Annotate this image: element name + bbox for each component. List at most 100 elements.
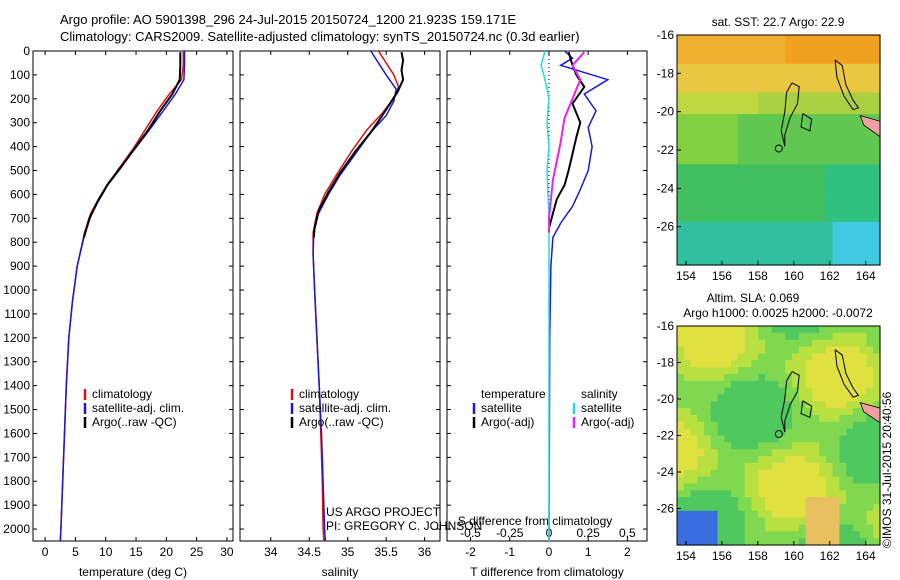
series-temperature-argo-adj- bbox=[548, 51, 586, 229]
heatmap-cell bbox=[805, 353, 813, 361]
heatmap-cell bbox=[737, 229, 746, 237]
heatmap-cell bbox=[677, 42, 685, 50]
heatmap-cell bbox=[866, 214, 874, 223]
heatmap-cell bbox=[758, 78, 766, 86]
heatmap-cell bbox=[731, 415, 739, 423]
heatmap-cell bbox=[812, 476, 820, 484]
heatmap-cell bbox=[690, 449, 698, 457]
heatmap-cell bbox=[839, 367, 847, 375]
heatmap-cell bbox=[677, 207, 685, 216]
heatmap-cell bbox=[704, 510, 712, 519]
heatmap-cell bbox=[792, 483, 800, 491]
heatmap-cell bbox=[683, 380, 692, 389]
heatmap-cell bbox=[812, 449, 820, 457]
heatmap-cell bbox=[751, 360, 759, 368]
heatmap-cell bbox=[717, 214, 725, 223]
heatmap-cell bbox=[704, 346, 712, 354]
heatmap-cell bbox=[839, 221, 847, 230]
heatmap-cell bbox=[710, 70, 719, 79]
heatmap-cell bbox=[717, 157, 725, 165]
x-tick-label: 30 bbox=[220, 545, 234, 559]
heatmap-cell bbox=[710, 517, 719, 525]
heatmap-cell bbox=[859, 178, 868, 187]
heatmap-cell bbox=[710, 178, 719, 187]
heatmap-cell bbox=[737, 435, 746, 443]
panel-3-frame bbox=[446, 50, 648, 542]
heatmap-cell bbox=[717, 476, 725, 484]
heatmap-cell bbox=[859, 236, 868, 245]
heatmap-cell bbox=[697, 538, 705, 546]
heatmap-cell bbox=[758, 99, 766, 108]
heatmap-cell bbox=[846, 415, 854, 423]
heatmap-cell bbox=[737, 394, 746, 402]
heatmap-cell bbox=[724, 257, 732, 266]
heatmap-cell bbox=[704, 92, 712, 101]
heatmap-cell bbox=[724, 243, 732, 252]
heatmap-cell bbox=[812, 483, 820, 491]
heatmap-cell bbox=[852, 157, 861, 165]
heatmap-cell bbox=[677, 449, 685, 457]
heatmap-cell bbox=[697, 435, 705, 443]
heatmap-cell bbox=[852, 442, 861, 450]
heatmap-cell bbox=[751, 128, 759, 137]
heatmap-cell bbox=[724, 236, 732, 245]
heatmap-cell bbox=[785, 164, 793, 173]
heatmap-cell bbox=[866, 476, 874, 484]
heatmap-cell bbox=[839, 326, 847, 334]
heatmap-cell bbox=[765, 236, 773, 245]
map-x-tick-label: 162 bbox=[820, 549, 840, 563]
heatmap-cell bbox=[873, 428, 881, 437]
heatmap-cell bbox=[765, 387, 773, 395]
heatmap-cell bbox=[697, 257, 705, 266]
heatmap-cell bbox=[697, 517, 705, 525]
heatmap-cell bbox=[866, 497, 874, 505]
heatmap-cell bbox=[778, 70, 786, 79]
heatmap-cell bbox=[778, 185, 786, 194]
heatmap-cell bbox=[724, 35, 732, 43]
argo-position-marker bbox=[774, 144, 783, 153]
heatmap-cell bbox=[744, 408, 753, 416]
heatmap-cell bbox=[697, 510, 705, 519]
heatmap-cell bbox=[737, 56, 746, 65]
heatmap-cell bbox=[744, 339, 753, 348]
heatmap-cell bbox=[751, 387, 759, 395]
heatmap-cell bbox=[765, 380, 773, 389]
heatmap-cell bbox=[859, 193, 868, 201]
heatmap-cell bbox=[873, 164, 881, 173]
heatmap-cell bbox=[805, 200, 813, 209]
heatmap-cell bbox=[704, 128, 712, 137]
heatmap-cell bbox=[683, 128, 692, 137]
heatmap-cell bbox=[731, 401, 739, 409]
heatmap-cell bbox=[744, 171, 753, 180]
heatmap-cell bbox=[690, 435, 698, 443]
heatmap-cell bbox=[792, 200, 800, 209]
heatmap-cell bbox=[812, 150, 820, 158]
heatmap-cell bbox=[683, 114, 692, 122]
heatmap-cell bbox=[704, 421, 712, 430]
heatmap-cell bbox=[737, 326, 746, 334]
heatmap-cell bbox=[677, 128, 685, 137]
heatmap-cell bbox=[697, 449, 705, 457]
map-x-tick-label: 156 bbox=[712, 549, 732, 563]
heatmap-cell bbox=[683, 442, 692, 450]
map-y-tick-label: -20 bbox=[657, 105, 675, 119]
heatmap-cell bbox=[771, 99, 780, 108]
heatmap-cell bbox=[792, 510, 800, 519]
heatmap-cell bbox=[859, 490, 868, 498]
heatmap-cell bbox=[751, 346, 759, 354]
heatmap-cell bbox=[832, 214, 840, 223]
heatmap-cell bbox=[792, 476, 800, 484]
heatmap-cell bbox=[717, 193, 725, 201]
heatmap-cell bbox=[690, 415, 698, 423]
heatmap-cell bbox=[839, 164, 847, 173]
heatmap-cell bbox=[798, 128, 807, 137]
heatmap-cell bbox=[771, 78, 780, 86]
heatmap-cell bbox=[778, 326, 786, 334]
heatmap-cell bbox=[683, 78, 692, 86]
x-tick-label: 35 bbox=[341, 545, 355, 559]
heatmap-cell bbox=[771, 85, 780, 94]
x-tick-label: 36 bbox=[418, 545, 432, 559]
heatmap-cell bbox=[839, 229, 847, 237]
heatmap-cell bbox=[690, 207, 698, 216]
heatmap-cell bbox=[785, 456, 793, 464]
